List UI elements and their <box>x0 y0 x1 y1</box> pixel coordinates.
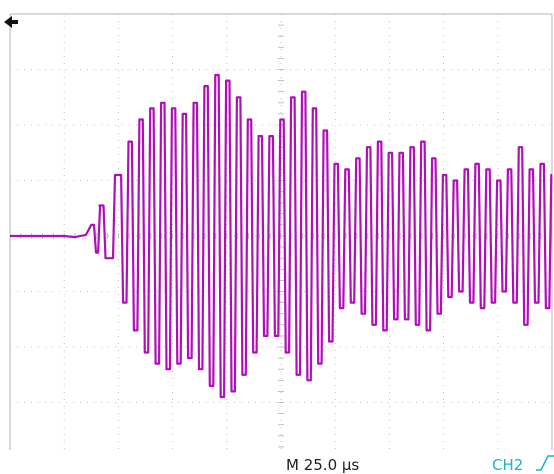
trigger-source-label: CH2 <box>492 456 523 474</box>
rising-edge-icon <box>536 455 554 471</box>
waveform-line <box>10 73 553 399</box>
trigger-position-arrow-icon <box>4 16 18 28</box>
timebase-readout: M 25.0 µs <box>286 456 359 474</box>
waveform-trace <box>10 73 553 399</box>
status-bar: M 25.0 µs CH2 <box>0 450 554 474</box>
